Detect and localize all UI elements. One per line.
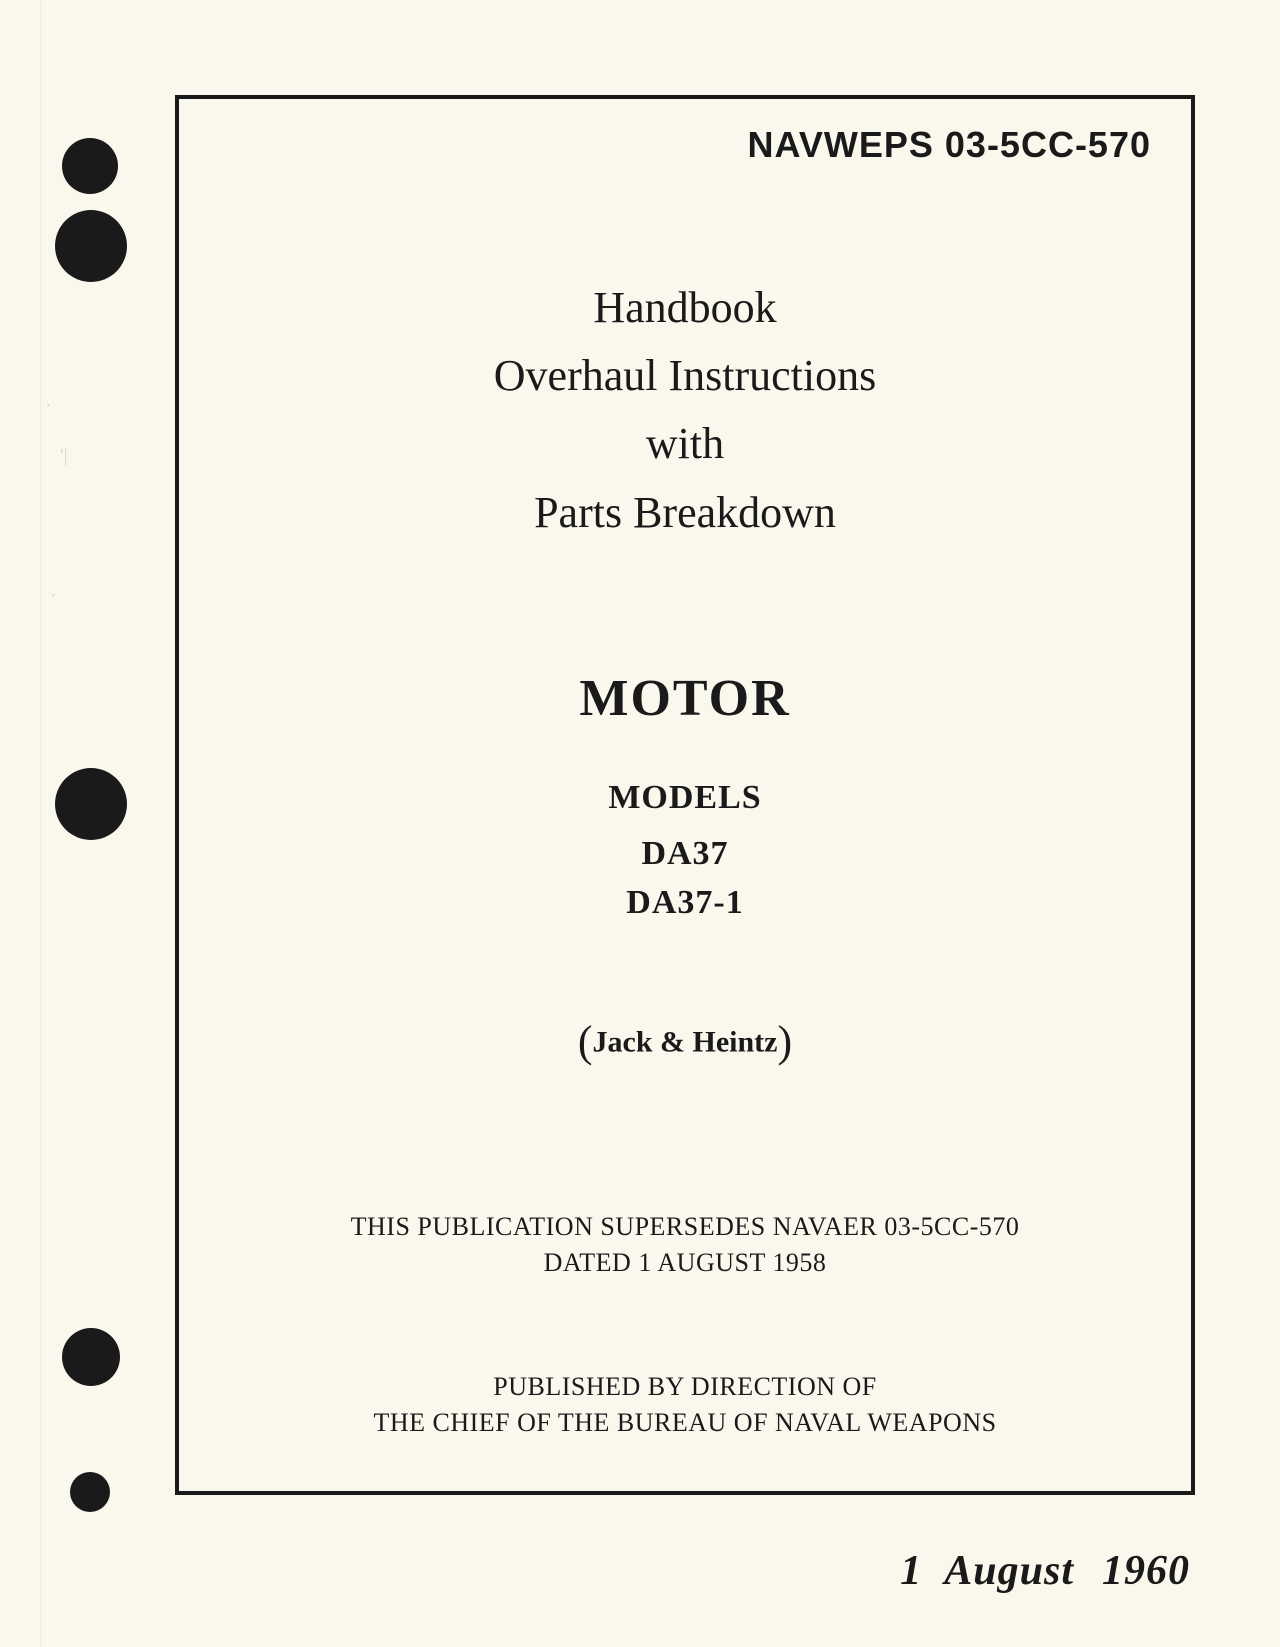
scan-artifact: · [50, 585, 57, 608]
title-line: Handbook [179, 274, 1191, 342]
models-label: MODELS [179, 779, 1191, 817]
scan-artifact: · [45, 395, 52, 418]
pub-month: August [944, 1548, 1074, 1594]
publication-date: 1 August 1960 [900, 1547, 1190, 1595]
publisher-line: PUBLISHED BY DIRECTION OF [179, 1369, 1191, 1405]
pub-day: 1 [900, 1548, 922, 1594]
publisher-notice: PUBLISHED BY DIRECTION OF THE CHIEF OF T… [179, 1369, 1191, 1442]
scan-artifact: '| [60, 445, 68, 468]
paper-edge [40, 0, 42, 1647]
model-number: DA37 [179, 829, 1191, 878]
supersedes-line: THIS PUBLICATION SUPERSEDES NAVAER 03-5C… [179, 1209, 1191, 1245]
close-paren: ) [777, 1017, 792, 1066]
pub-year: 1960 [1102, 1548, 1190, 1594]
title-line: with [179, 410, 1191, 478]
open-paren: ( [578, 1017, 593, 1066]
model-number: DA37-1 [179, 878, 1191, 927]
binder-hole [62, 1328, 120, 1386]
binder-hole [55, 210, 127, 282]
subject-heading: MOTOR [179, 669, 1191, 728]
publisher-line: THE CHIEF OF THE BUREAU OF NAVAL WEAPONS [179, 1405, 1191, 1441]
title-line: Overhaul Instructions [179, 342, 1191, 410]
title-block: Handbook Overhaul Instructions with Part… [179, 274, 1191, 547]
supersedes-notice: THIS PUBLICATION SUPERSEDES NAVAER 03-5C… [179, 1209, 1191, 1282]
document-page: · '| · NAVWEPS 03-5CC-570 Handbook Overh… [0, 0, 1280, 1647]
binder-hole [62, 138, 118, 194]
manufacturer-name: Jack & Heintz [593, 1025, 778, 1058]
manufacturer-line: (Jack & Heintz) [179, 1019, 1191, 1070]
content-frame: NAVWEPS 03-5CC-570 Handbook Overhaul Ins… [175, 95, 1195, 1495]
binder-hole [70, 1472, 110, 1512]
document-number: NAVWEPS 03-5CC-570 [748, 124, 1151, 166]
title-line: Parts Breakdown [179, 479, 1191, 547]
models-block: MODELS DA37 DA37-1 [179, 779, 1191, 928]
supersedes-line: DATED 1 AUGUST 1958 [179, 1245, 1191, 1281]
binder-hole [55, 768, 127, 840]
